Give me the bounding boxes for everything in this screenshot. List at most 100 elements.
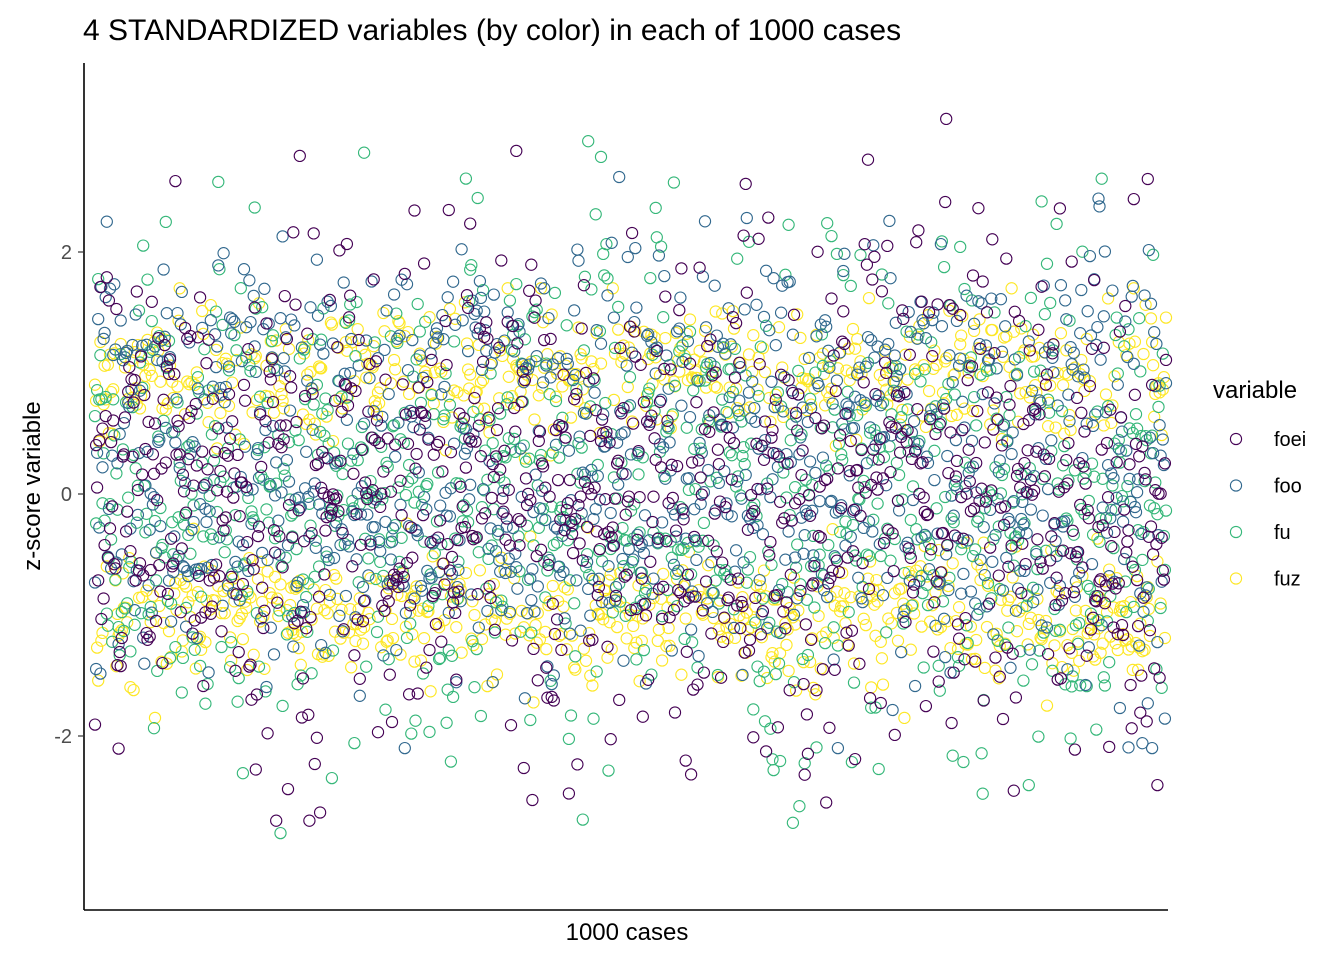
- point-foo: [696, 270, 710, 283]
- points-layer: [88, 112, 1173, 840]
- point-fu: [1115, 489, 1129, 503]
- point-foo: [754, 483, 767, 496]
- point-foo: [662, 382, 675, 395]
- point-foo: [698, 215, 712, 228]
- point-foo: [675, 399, 688, 412]
- point-foo: [762, 446, 775, 459]
- point-fu: [571, 467, 584, 480]
- point-fu: [821, 217, 834, 230]
- point-fu: [88, 409, 102, 423]
- point-foo: [922, 563, 936, 576]
- point-foei: [444, 446, 458, 459]
- point-foei: [763, 549, 776, 562]
- point-foei: [897, 312, 910, 326]
- point-fuz: [776, 361, 789, 374]
- point-foei: [726, 310, 740, 324]
- point-foei: [303, 814, 316, 827]
- point-fu: [468, 681, 481, 694]
- point-foo: [123, 400, 136, 413]
- point-foo: [712, 476, 726, 490]
- point-foo: [1119, 315, 1132, 328]
- point-foei: [939, 195, 952, 209]
- point-foei: [925, 543, 938, 556]
- point-foei: [324, 509, 338, 522]
- point-foo: [1083, 249, 1097, 263]
- point-fuz: [240, 601, 253, 615]
- point-foei: [906, 586, 920, 599]
- point-foei: [246, 554, 259, 567]
- point-fu: [559, 617, 572, 630]
- point-foei: [631, 533, 644, 547]
- point-foei: [746, 507, 759, 521]
- point-foei: [869, 388, 882, 401]
- point-foei: [248, 301, 261, 314]
- point-foei: [618, 570, 631, 583]
- point-fu: [428, 547, 441, 560]
- point-foo: [309, 541, 322, 554]
- point-fuz: [168, 587, 181, 600]
- point-fu: [1046, 664, 1059, 677]
- point-fuz: [601, 651, 614, 664]
- point-foei: [608, 492, 622, 505]
- point-foei: [565, 527, 579, 541]
- point-foei: [264, 373, 277, 386]
- point-fu: [787, 676, 801, 689]
- point-foo: [874, 399, 887, 412]
- point-foei: [774, 368, 788, 381]
- legend-key-fuz: [1229, 572, 1243, 585]
- point-foei: [337, 623, 350, 636]
- point-fu: [563, 574, 577, 587]
- point-foei: [167, 557, 180, 570]
- point-foei: [593, 542, 607, 556]
- point-foei: [623, 320, 637, 333]
- point-foei: [472, 419, 485, 432]
- point-fu: [966, 549, 980, 563]
- point-foei: [323, 293, 336, 307]
- point-fu: [108, 429, 121, 442]
- point-foei: [588, 481, 601, 494]
- point-foo: [501, 306, 514, 319]
- point-foo: [782, 525, 795, 538]
- point-fu: [598, 269, 611, 282]
- point-foo: [232, 535, 245, 548]
- point-fu: [1091, 405, 1104, 418]
- point-foo: [966, 460, 980, 473]
- point-fuz: [914, 560, 927, 573]
- point-foei: [331, 341, 344, 354]
- point-foei: [525, 258, 538, 271]
- point-fuz: [823, 391, 836, 404]
- point-foei: [516, 365, 529, 378]
- point-fu: [674, 500, 687, 514]
- point-foei: [473, 322, 487, 335]
- point-fu: [582, 135, 595, 148]
- point-fuz: [348, 374, 361, 388]
- point-foei: [994, 501, 1008, 514]
- point-fu: [1136, 553, 1149, 567]
- point-foei: [250, 688, 264, 701]
- point-foo: [911, 332, 924, 345]
- point-fuz: [395, 589, 408, 603]
- point-foei: [479, 507, 492, 520]
- point-foei: [752, 232, 765, 245]
- point-foei: [992, 569, 1005, 582]
- point-foei: [101, 551, 115, 564]
- point-fuz: [443, 302, 457, 316]
- point-fu: [1090, 723, 1103, 736]
- point-foei: [302, 708, 315, 721]
- point-fuz: [162, 624, 176, 638]
- point-foei: [277, 433, 290, 446]
- point-fu: [739, 369, 752, 382]
- point-fu: [228, 328, 241, 342]
- point-foo: [114, 314, 127, 327]
- point-foo: [103, 282, 117, 295]
- point-fu: [1060, 512, 1073, 525]
- point-foo: [420, 503, 433, 516]
- point-foei: [90, 481, 104, 494]
- point-fuz: [996, 350, 1010, 363]
- point-foei: [804, 633, 818, 646]
- point-foo: [618, 426, 631, 439]
- point-fuz: [1005, 282, 1018, 295]
- point-fu: [357, 146, 371, 159]
- point-foo: [1010, 369, 1024, 382]
- point-fuz: [1040, 699, 1054, 712]
